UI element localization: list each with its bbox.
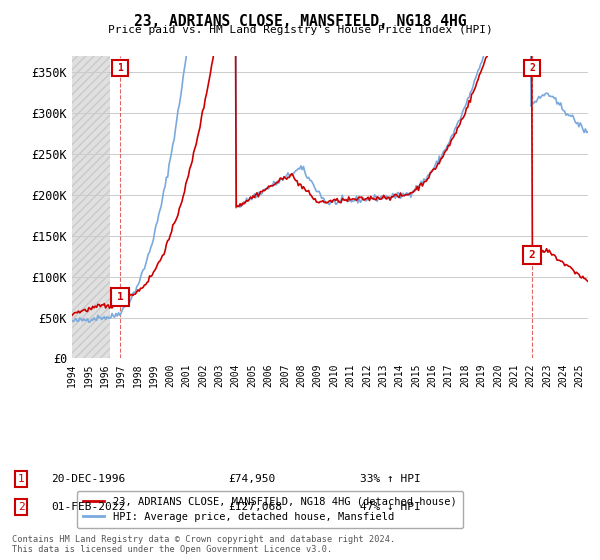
Text: 20-DEC-1996: 20-DEC-1996 (51, 474, 125, 484)
Text: 23, ADRIANS CLOSE, MANSFIELD, NG18 4HG: 23, ADRIANS CLOSE, MANSFIELD, NG18 4HG (134, 14, 466, 29)
Legend: 23, ADRIANS CLOSE, MANSFIELD, NG18 4HG (detached house), HPI: Average price, det: 23, ADRIANS CLOSE, MANSFIELD, NG18 4HG (… (77, 491, 463, 528)
Text: Contains HM Land Registry data © Crown copyright and database right 2024.
This d: Contains HM Land Registry data © Crown c… (12, 535, 395, 554)
Text: 2: 2 (529, 63, 535, 73)
Text: 1: 1 (117, 292, 124, 302)
Bar (72, 56, 110, 358)
Text: 33% ↑ HPI: 33% ↑ HPI (360, 474, 421, 484)
Text: 01-FEB-2022: 01-FEB-2022 (51, 502, 125, 512)
Text: 47% ↓ HPI: 47% ↓ HPI (360, 502, 421, 512)
Text: 1: 1 (118, 63, 124, 73)
Text: 2: 2 (17, 502, 25, 512)
Text: Price paid vs. HM Land Registry's House Price Index (HPI): Price paid vs. HM Land Registry's House … (107, 25, 493, 35)
Text: £127,068: £127,068 (228, 502, 282, 512)
Text: 1: 1 (17, 474, 25, 484)
Text: £74,950: £74,950 (228, 474, 275, 484)
Text: 2: 2 (529, 250, 535, 259)
